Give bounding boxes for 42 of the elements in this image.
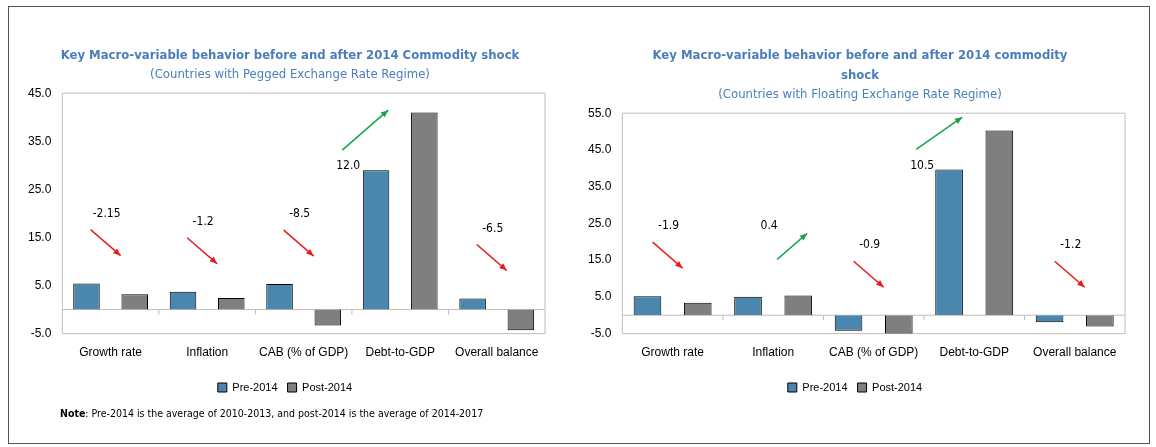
legend-label: Pre-2014 bbox=[232, 380, 278, 393]
y-tick-label: 15.0 bbox=[28, 229, 52, 244]
annotation: 0.4 bbox=[760, 217, 778, 232]
y-tick-label: 45.0 bbox=[28, 85, 52, 100]
x-tick-label: Overall balance bbox=[1033, 345, 1117, 360]
y-tick-label: 35.0 bbox=[28, 133, 52, 148]
y-tick-label: -5.0 bbox=[590, 325, 612, 340]
annotation: -8.5 bbox=[289, 206, 311, 221]
annotation: -1.2 bbox=[1060, 237, 1082, 252]
y-tick-label: 55.0 bbox=[588, 105, 612, 120]
y-tick-label: 35.0 bbox=[588, 178, 612, 193]
y-tick-label: 25.0 bbox=[588, 215, 612, 230]
chart-subtitle: (Countries with Floating Exchange Rate Regime) bbox=[717, 85, 1003, 103]
x-tick-label: Debt-to-GDP bbox=[939, 345, 1009, 360]
y-tick-label: 45.0 bbox=[588, 142, 612, 157]
legend-label: Post-2014 bbox=[872, 380, 923, 393]
y-tick-label: 25.0 bbox=[28, 181, 52, 196]
annotation: -6.5 bbox=[482, 220, 504, 235]
x-tick-label: Growth rate bbox=[79, 345, 143, 360]
legend-label: Post-2014 bbox=[302, 380, 353, 393]
y-tick-label: 5.0 bbox=[34, 277, 52, 292]
chart-title: Key Macro-variable behavior before and after 2014 Commodity shock bbox=[59, 46, 521, 64]
annotation: 12.0 bbox=[336, 158, 361, 173]
text: Note: Pre-2014 is the average of 2010-2013, and post-2014 is the average of 2014-2017 bbox=[60, 407, 484, 419]
legend-label: Pre-2014 bbox=[802, 380, 848, 393]
y-tick-label: 5.0 bbox=[594, 289, 612, 304]
x-tick-label: CAB (% of GDP) bbox=[829, 345, 919, 360]
x-tick-label: Inflation bbox=[752, 345, 795, 360]
annotation: -2.15 bbox=[92, 205, 121, 220]
y-tick-label: -5.0 bbox=[30, 325, 52, 340]
y-tick-label: 15.0 bbox=[588, 252, 612, 267]
x-tick-label: Inflation bbox=[186, 345, 229, 360]
chart-subtitle: (Countries with Pegged Exchange Rate Regime) bbox=[149, 65, 431, 83]
annotation: 10.5 bbox=[910, 157, 935, 172]
annotation: -0.9 bbox=[859, 237, 881, 252]
x-tick-label: Overall balance bbox=[455, 345, 539, 360]
chart-title: Key Macro-variable behavior before and after 2014 commodity shock bbox=[651, 46, 1069, 84]
x-tick-label: Growth rate bbox=[641, 345, 705, 360]
x-tick-label: Debt-to-GDP bbox=[365, 345, 435, 360]
annotation: -1.2 bbox=[192, 213, 214, 228]
annotation: -1.9 bbox=[658, 218, 680, 233]
x-tick-label: CAB (% of GDP) bbox=[259, 345, 349, 360]
